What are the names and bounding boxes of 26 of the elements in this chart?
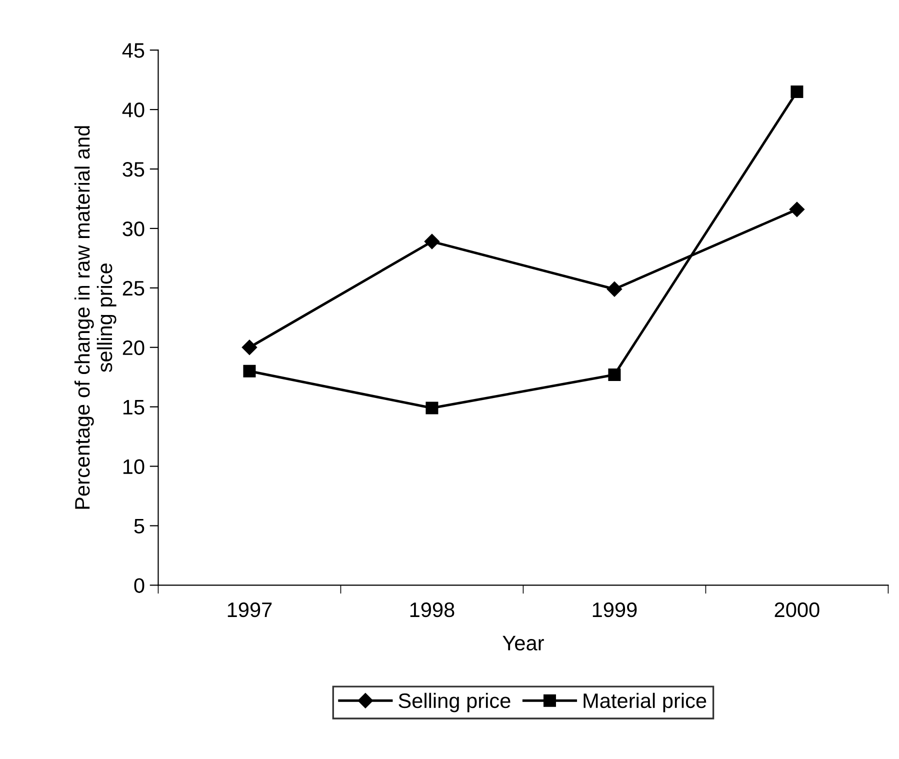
point xyxy=(424,234,440,250)
y-tick-label: 0 xyxy=(134,578,144,593)
y-tick-label: 40 xyxy=(122,102,144,118)
point xyxy=(242,340,258,355)
y-tick-label: 15 xyxy=(123,400,144,415)
x-tick-label: 1998 xyxy=(410,602,454,618)
y-tick-label: 25 xyxy=(122,280,144,296)
legend-label: Selling price xyxy=(398,692,510,712)
y-tick-label: 35 xyxy=(122,162,144,177)
point xyxy=(426,402,438,414)
y-tick-label: 20 xyxy=(122,340,144,356)
legend-label: Material price xyxy=(584,692,706,712)
point xyxy=(608,368,621,381)
point xyxy=(790,85,804,98)
x-axis-title: Year xyxy=(502,636,544,650)
y-tick-label: 30 xyxy=(122,221,144,236)
point xyxy=(243,364,256,378)
x-tick-label: 2000 xyxy=(774,602,820,618)
y-tick-label: 5 xyxy=(134,518,144,534)
point xyxy=(789,202,805,218)
x-tick-label: 1997 xyxy=(228,602,272,618)
y-tick-label: 10 xyxy=(123,459,144,474)
y-axis-title: Percentage of change in raw material and selling price xyxy=(74,126,116,509)
y-tick-label: 45 xyxy=(122,43,144,58)
x-tick-label: 1999 xyxy=(592,602,637,618)
point xyxy=(606,282,622,297)
